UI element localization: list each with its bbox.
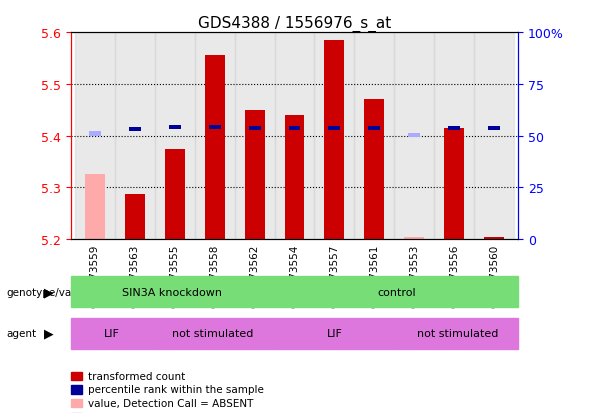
Title: GDS4388 / 1556976_s_at: GDS4388 / 1556976_s_at bbox=[198, 16, 391, 32]
Bar bbox=[405, 237, 425, 240]
Text: SIN3A knockdown: SIN3A knockdown bbox=[123, 287, 223, 297]
Bar bbox=[488, 127, 500, 131]
Bar bbox=[325, 41, 345, 240]
Bar bbox=[365, 100, 385, 240]
Bar bbox=[289, 127, 300, 131]
Bar bbox=[209, 126, 220, 130]
Text: agent: agent bbox=[6, 328, 36, 339]
Bar bbox=[85, 175, 105, 240]
Bar bbox=[115, 33, 154, 240]
Bar bbox=[75, 33, 115, 240]
Bar bbox=[448, 127, 461, 131]
Text: ▶: ▶ bbox=[44, 327, 54, 340]
Bar bbox=[474, 33, 514, 240]
Bar bbox=[395, 33, 435, 240]
Bar bbox=[484, 237, 504, 240]
Text: LIF: LIF bbox=[104, 328, 120, 339]
Bar bbox=[168, 126, 181, 130]
Bar bbox=[234, 33, 274, 240]
Text: rank, Detection Call = ABSENT: rank, Detection Call = ABSENT bbox=[88, 412, 249, 413]
Bar bbox=[125, 195, 145, 240]
Bar bbox=[244, 110, 264, 240]
Bar bbox=[315, 33, 355, 240]
Text: ▶: ▶ bbox=[44, 286, 54, 299]
Bar bbox=[329, 127, 340, 131]
Bar bbox=[355, 33, 395, 240]
Bar bbox=[89, 132, 101, 136]
Text: percentile rank within the sample: percentile rank within the sample bbox=[88, 385, 264, 394]
Text: genotype/variation: genotype/variation bbox=[6, 287, 105, 297]
Bar bbox=[154, 33, 194, 240]
Bar bbox=[249, 127, 260, 131]
Bar bbox=[435, 33, 474, 240]
Bar bbox=[274, 33, 315, 240]
Text: LIF: LIF bbox=[327, 328, 343, 339]
Bar bbox=[444, 128, 464, 240]
Text: value, Detection Call = ABSENT: value, Detection Call = ABSENT bbox=[88, 398, 254, 408]
Bar bbox=[128, 128, 141, 132]
Bar bbox=[164, 149, 184, 240]
Bar bbox=[284, 116, 305, 240]
Bar bbox=[194, 33, 234, 240]
Bar bbox=[204, 56, 224, 240]
Bar bbox=[408, 133, 421, 137]
Text: not stimulated: not stimulated bbox=[416, 328, 498, 339]
Text: not stimulated: not stimulated bbox=[173, 328, 254, 339]
Bar bbox=[369, 127, 380, 131]
Text: transformed count: transformed count bbox=[88, 371, 186, 381]
Text: control: control bbox=[377, 287, 416, 297]
